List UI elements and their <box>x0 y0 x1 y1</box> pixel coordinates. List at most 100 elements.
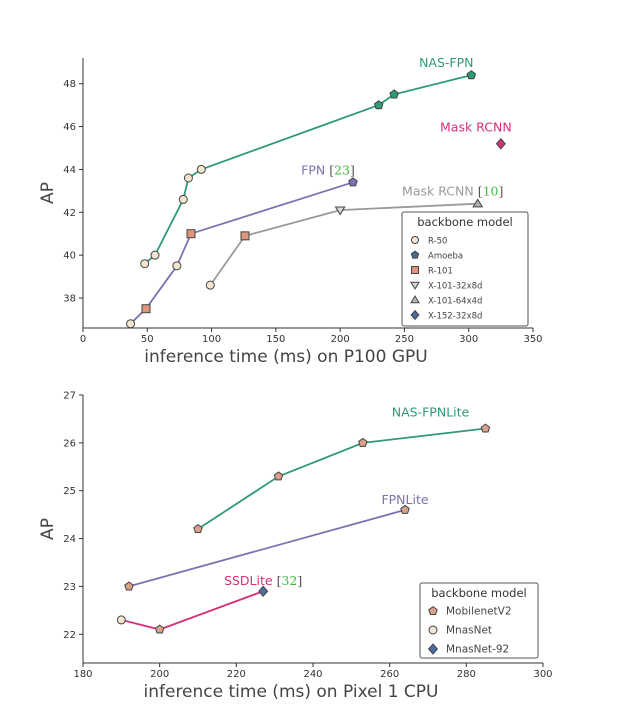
series-label-bracket-open: [ <box>474 184 483 199</box>
legend-entry-label: MnasNet <box>446 625 492 637</box>
data-point <box>140 259 150 269</box>
data-point <box>141 304 151 314</box>
data-point <box>126 319 136 329</box>
legend-entry-label: X-152-32x8d <box>428 312 482 322</box>
y-tick-label: 24 <box>63 534 76 545</box>
y-tick-label: 42 <box>63 208 76 219</box>
series-line <box>129 181 354 325</box>
x-tick-label: 50 <box>141 334 154 345</box>
series-label: SSDLite [32] <box>224 573 302 588</box>
data-point <box>186 229 196 239</box>
data-point <box>178 194 188 204</box>
legend-entry-label: X-101-32x8d <box>428 282 482 292</box>
legend-entry-label: X-101-64x4d <box>428 297 482 307</box>
data-point <box>193 523 203 534</box>
legend: backbone model MobilenetV2 MnasNet MnasNet-… <box>419 582 539 659</box>
y-tick-label: 25 <box>63 486 76 497</box>
series-label: FPNLite <box>381 492 428 507</box>
series-mask-rcnn: Mask RCNN [10] <box>205 184 503 290</box>
legend-entry-label: MnasNet-92 <box>446 644 509 656</box>
x-tick-label: 250 <box>395 334 414 345</box>
series-label: Mask RCNN <box>440 120 512 135</box>
chart-2: 180 200 220 240 260 280 300 22 23 24 25 26 27 inferen… <box>38 391 553 703</box>
data-point <box>124 581 134 591</box>
series-nas-fpn: NAS-FPN <box>140 55 477 269</box>
x-tick-label: 260 <box>380 669 399 680</box>
legend-box <box>419 582 539 659</box>
y-tick-label: 27 <box>63 391 76 402</box>
y-tick-label: 26 <box>63 438 76 449</box>
x-tick-label: 200 <box>150 669 169 680</box>
legend-entry-label: R-101 <box>428 267 453 277</box>
series-label-bracket-close: ] <box>498 184 503 199</box>
x-tick-label: 350 <box>523 334 542 345</box>
x-tick-label: 180 <box>73 669 92 680</box>
legend-entry-label: R-50 <box>428 237 447 247</box>
series-line <box>209 202 478 286</box>
series-label-bracket-close: ] <box>297 573 302 588</box>
data-point <box>172 261 182 271</box>
y-tick-label: 40 <box>63 251 76 262</box>
series-fpnlite: FPNLite <box>124 492 429 591</box>
series-label-name: Mask RCNN <box>402 184 474 199</box>
legend-marker <box>410 250 420 259</box>
x-tick-label: 100 <box>202 334 221 345</box>
x-tick-label: 0 <box>80 334 86 345</box>
series-label: NAS-FPN <box>419 55 473 70</box>
y-axis-label: AP <box>38 518 58 540</box>
series-label-name: SSDLite <box>224 573 273 588</box>
y-tick-label: 23 <box>63 582 76 593</box>
legend-marker <box>410 281 420 290</box>
x-tick-label: 300 <box>533 669 552 680</box>
x-tick-label: 150 <box>266 334 285 345</box>
legend-marker <box>428 605 438 616</box>
data-point <box>466 70 477 80</box>
series-label-ref: 23 <box>334 162 350 177</box>
x-tick-label: 280 <box>457 669 476 680</box>
legend-marker <box>410 295 420 304</box>
legend: backbone model R-50 Amoeba R-101 X-101-32x8d… <box>401 211 529 327</box>
x-axis-label: inference time (ms) on Pixel 1 CPU <box>144 682 439 702</box>
legend-box <box>401 211 529 327</box>
y-tick-label: 44 <box>63 165 76 176</box>
series-label-name: NAS-FPNLite <box>392 405 470 420</box>
data-point <box>205 280 215 290</box>
series-line <box>197 427 486 530</box>
y-tick-label: 22 <box>63 630 76 641</box>
series-label-name: Mask RCNN <box>440 120 512 135</box>
data-point <box>150 250 160 260</box>
legend-marker <box>410 309 420 321</box>
series-label-name: FPNLite <box>381 492 428 507</box>
series-line <box>128 509 406 588</box>
legend-marker <box>411 236 419 244</box>
data-point <box>116 615 126 625</box>
series-label-ref: 32 <box>281 573 297 588</box>
data-point <box>240 231 250 241</box>
series-mask-rcnn: Mask RCNN <box>440 120 512 150</box>
x-tick-label: 300 <box>459 334 478 345</box>
data-point <box>273 471 284 481</box>
series-nas-fpnlite: NAS-FPNLite <box>193 405 491 534</box>
data-point <box>400 504 410 514</box>
y-tick-label: 38 <box>63 294 76 305</box>
data-point <box>495 137 506 150</box>
data-point <box>373 100 384 110</box>
x-axis-label: inference time (ms) on P100 GPU <box>144 347 427 367</box>
series-label-bracket-open: [ <box>273 573 282 588</box>
x-tick-label: 220 <box>227 669 246 680</box>
legend-entry-label: MobilenetV2 <box>446 606 512 618</box>
series-label: FPN [23] <box>301 162 355 177</box>
data-point <box>196 164 206 174</box>
legend-title: backbone model <box>431 586 527 600</box>
y-tick-label: 48 <box>63 79 76 90</box>
legend-entry-label: Amoeba <box>428 252 463 262</box>
series-ssdlite: SSDLite [32] <box>116 573 302 634</box>
data-point <box>472 198 484 208</box>
x-tick-label: 200 <box>331 334 350 345</box>
data-point <box>258 585 269 597</box>
legend-marker <box>427 643 439 655</box>
data-point <box>358 437 368 447</box>
data-point <box>389 89 399 99</box>
y-tick-label: 46 <box>63 122 76 133</box>
